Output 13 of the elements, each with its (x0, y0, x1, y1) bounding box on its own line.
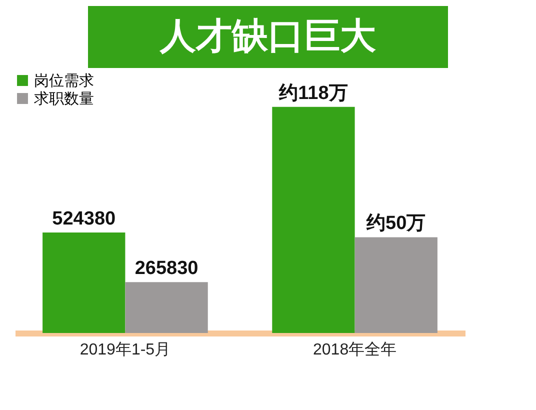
data-label: 约118万 (278, 82, 348, 104)
bar (42, 232, 126, 333)
legend-label: 求职数量 (34, 90, 94, 108)
chart-title: 人才缺口巨大 (88, 6, 448, 68)
bar (272, 106, 355, 333)
data-label: 约50万 (366, 213, 426, 234)
data-label: 265830 (134, 258, 198, 280)
x-tick-label: 2018年全年 (313, 342, 397, 358)
bar (354, 237, 438, 333)
legend-label: 岗位需求 (34, 72, 94, 90)
data-label: 524380 (52, 208, 116, 230)
x-tick-label: 2019年1-5月 (80, 342, 171, 358)
bar (125, 282, 208, 333)
